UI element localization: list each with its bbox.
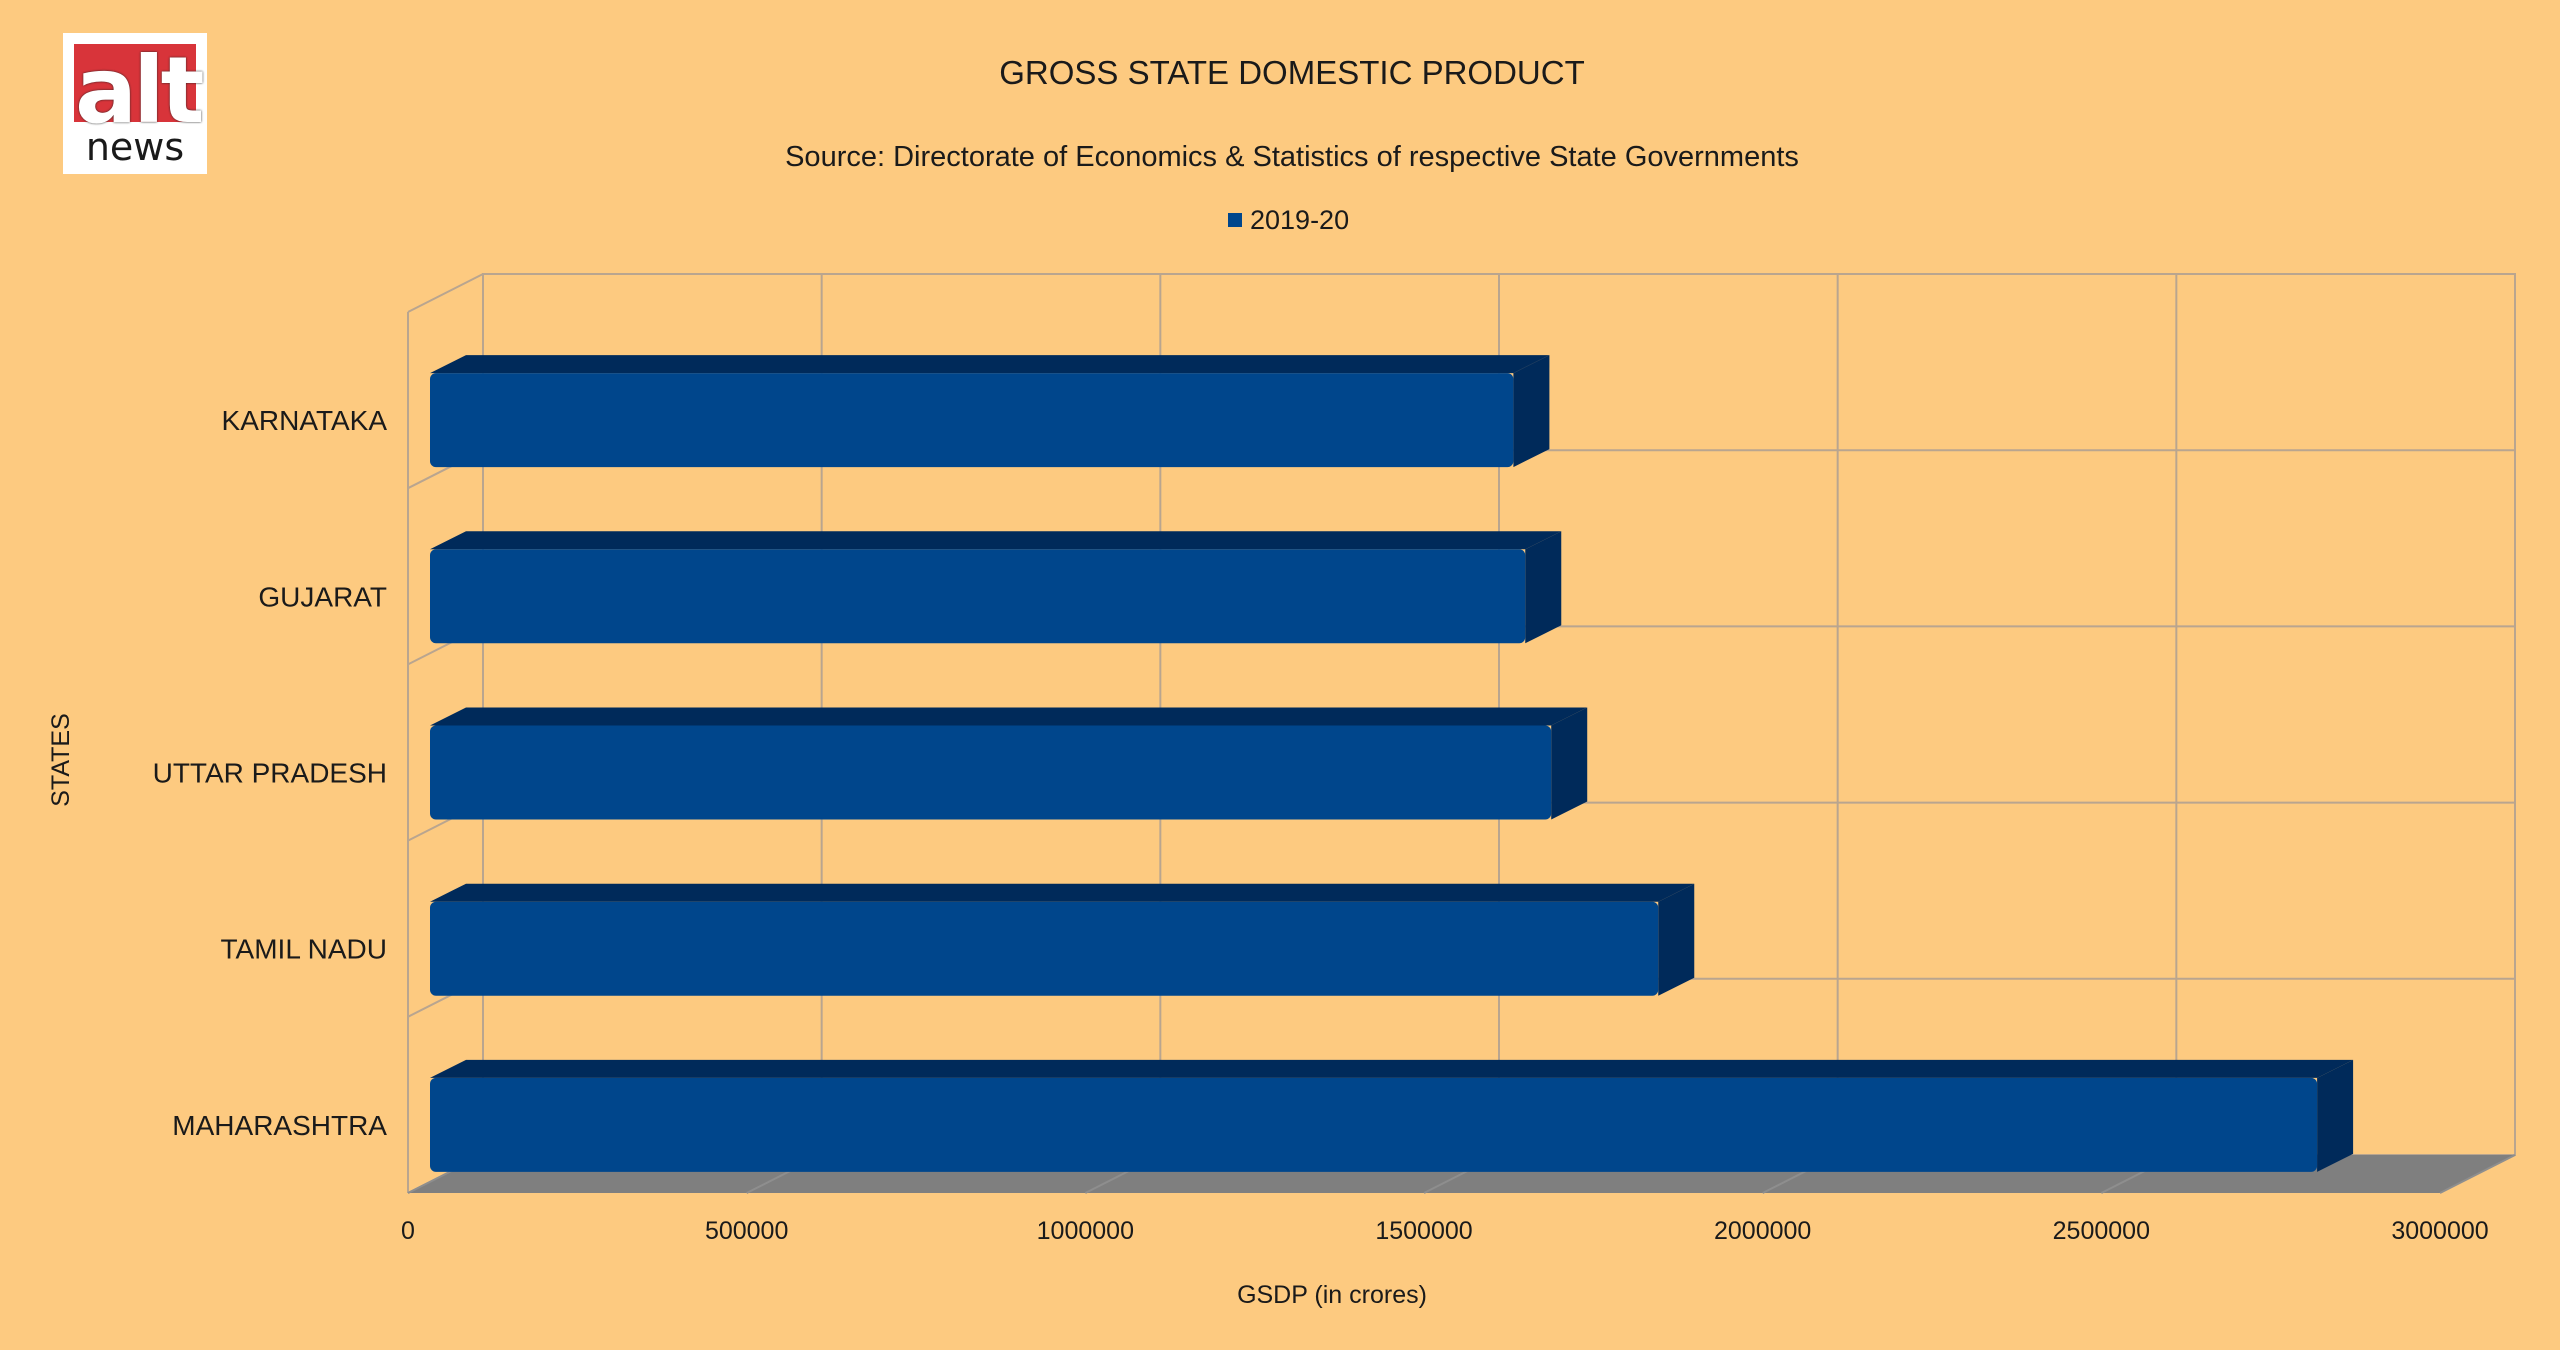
x-tick-label: 1000000: [1037, 1217, 1134, 1245]
legend-swatch: [1228, 213, 1242, 227]
bar-gujarat: [430, 549, 1526, 644]
x-tick-label: 500000: [705, 1217, 788, 1245]
x-axis-title: GSDP (in crores): [1237, 1281, 1427, 1309]
bar-top-maharashtra: [430, 1059, 2354, 1078]
category-label: MAHARASHTRA: [172, 1110, 387, 1141]
legend: 2019-20: [1228, 205, 1349, 235]
bar-end-gujarat: [1525, 531, 1562, 644]
legend-label: 2019-20: [1250, 205, 1349, 235]
bar-end-maharashtra: [2317, 1059, 2354, 1172]
bar-tamil-nadu: [430, 901, 1659, 996]
logo-red-block: [74, 44, 196, 122]
side-wall-line: [407, 273, 484, 313]
category-label: KARNATAKA: [222, 405, 388, 436]
x-tick-label: 1500000: [1375, 1217, 1472, 1245]
x-tick-label: 0: [401, 1217, 415, 1245]
floor-line: [2439, 1154, 2516, 1194]
bar-maharashtra: [430, 1077, 2318, 1172]
bar-end-uttar-pradesh: [1551, 707, 1588, 820]
bar-top-uttar-pradesh: [430, 707, 1588, 726]
bar-end-tamil-nadu: [1658, 883, 1695, 996]
bar-top-karnataka: [430, 355, 1550, 374]
category-label: UTTAR PRADESH: [153, 758, 387, 789]
alt-news-logo: alt news: [63, 33, 207, 174]
category-label: GUJARAT: [258, 581, 387, 612]
x-tick-label: 3000000: [2391, 1217, 2488, 1245]
chart-subtitle: Source: Directorate of Economics & Stati…: [785, 141, 1799, 173]
bar-uttar-pradesh: [430, 725, 1552, 820]
bar-end-karnataka: [1513, 355, 1550, 468]
category-label: TAMIL NADU: [221, 934, 387, 965]
logo-brand-bottom: news: [85, 125, 185, 169]
y-axis-title: STATES: [47, 713, 75, 807]
plot-area: KARNATAKA GUJARAT UTTAR PRADESH TAMIL NADU M…: [153, 273, 2516, 1245]
bar-top-tamil-nadu: [430, 883, 1695, 902]
bar-top-gujarat: [430, 531, 1562, 550]
bar-karnataka: [430, 373, 1514, 468]
x-tick-label: 2500000: [2053, 1217, 2150, 1245]
logo-brand-top: alt: [75, 37, 205, 144]
x-tick-label: 2000000: [1714, 1217, 1811, 1245]
chart-title: GROSS STATE DOMESTIC PRODUCT: [999, 54, 1584, 91]
